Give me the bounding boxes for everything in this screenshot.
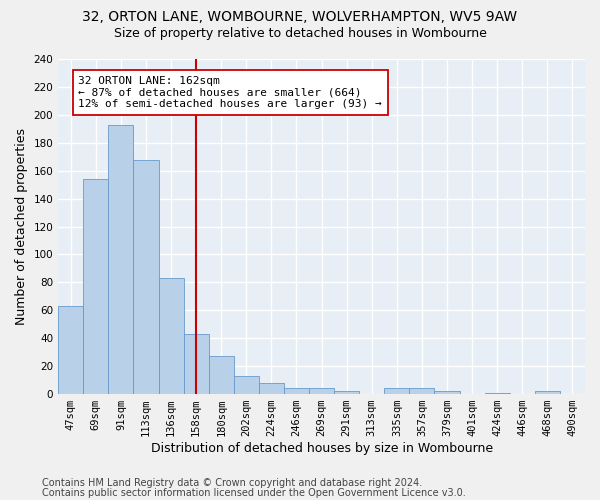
Text: 32 ORTON LANE: 162sqm
← 87% of detached houses are smaller (664)
12% of semi-det: 32 ORTON LANE: 162sqm ← 87% of detached … <box>78 76 382 109</box>
Bar <box>409 388 434 394</box>
Bar <box>485 392 510 394</box>
Bar <box>209 356 234 394</box>
X-axis label: Distribution of detached houses by size in Wombourne: Distribution of detached houses by size … <box>151 442 493 455</box>
Bar <box>259 383 284 394</box>
Bar <box>83 179 109 394</box>
Bar <box>58 306 83 394</box>
Bar <box>234 376 259 394</box>
Bar <box>334 392 359 394</box>
Text: 32, ORTON LANE, WOMBOURNE, WOLVERHAMPTON, WV5 9AW: 32, ORTON LANE, WOMBOURNE, WOLVERHAMPTON… <box>82 10 518 24</box>
Bar <box>535 392 560 394</box>
Bar <box>309 388 334 394</box>
Bar <box>434 392 460 394</box>
Bar <box>184 334 209 394</box>
Text: Size of property relative to detached houses in Wombourne: Size of property relative to detached ho… <box>113 28 487 40</box>
Bar <box>109 124 133 394</box>
Bar <box>385 388 409 394</box>
Text: Contains public sector information licensed under the Open Government Licence v3: Contains public sector information licen… <box>42 488 466 498</box>
Bar <box>284 388 309 394</box>
Text: Contains HM Land Registry data © Crown copyright and database right 2024.: Contains HM Land Registry data © Crown c… <box>42 478 422 488</box>
Bar <box>158 278 184 394</box>
Y-axis label: Number of detached properties: Number of detached properties <box>15 128 28 325</box>
Bar <box>133 160 158 394</box>
